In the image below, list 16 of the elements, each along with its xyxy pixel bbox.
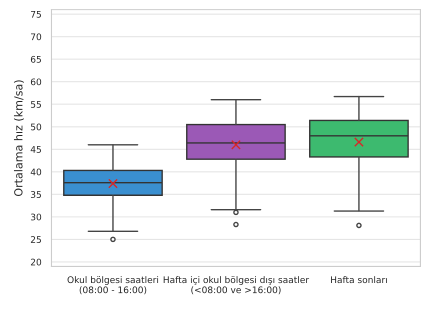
- y-tick-label: 30: [30, 214, 42, 220]
- y-tick-label: 75: [31, 10, 41, 18]
- y-axis-title: Ortalama hız (km/sa): [14, 80, 24, 196]
- y-tick-label: 40: [30, 168, 42, 176]
- y-tick-label: 60: [30, 78, 42, 86]
- x-tick-label: Hafta sonları: [331, 276, 387, 284]
- y-tick-label: 20: [30, 258, 42, 266]
- y-tick-label: 25: [30, 236, 41, 243]
- y-tick-label: 55: [30, 101, 41, 108]
- y-tick-label: 35: [30, 191, 41, 198]
- y-tick-label: 70: [31, 33, 42, 40]
- x-tick-label: Hafta içi okul bölgesi dışı saatler (<08:00 ve >16:00): [164, 276, 310, 294]
- y-tick-label: 65: [30, 56, 41, 63]
- y-tick-label: 50: [30, 123, 42, 130]
- y-tick-label: 45: [30, 146, 41, 153]
- x-tick-label: Okul bölgesi saatleri (08:00 - 16:00): [68, 276, 158, 294]
